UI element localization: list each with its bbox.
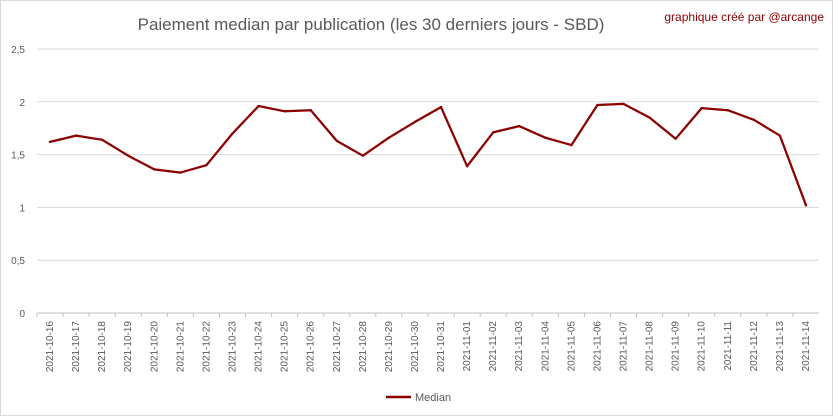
x-tick-label: 2021-10-18 [97,321,108,373]
x-tick-label: 2021-10-28 [358,321,369,373]
data-point [127,154,130,157]
data-point [491,131,495,134]
data-point [361,154,365,157]
x-tick-label: 2021-10-20 [149,321,160,373]
x-tick-label: 2021-11-04 [540,321,551,372]
x-tick-label: 2021-10-25 [280,321,291,373]
x-tick-label: 2021-10-22 [201,321,212,373]
y-tick-label: 0 [19,309,25,320]
data-point [74,134,78,137]
x-tick-label: 2021-10-16 [45,321,56,373]
x-tick-label: 2021-11-03 [514,321,525,372]
data-point [622,102,625,106]
x-tick-label: 2021-11-09 [671,321,682,372]
y-tick-label: 2,5 [11,45,25,56]
x-tick-label: 2021-11-02 [488,321,499,372]
x-tick-label: 2021-10-23 [228,321,239,373]
x-tick-label: 2021-10-30 [410,321,421,373]
x-tick-label: 2021-11-13 [775,321,786,372]
data-point [700,106,703,110]
data-point [596,103,599,107]
data-point [465,165,469,168]
series-line-median [48,102,808,207]
x-tick-label: 2021-11-01 [462,321,473,372]
x-axis: 2021-10-16 2021-10-17 2021-10-18 2021-10-19… [36,313,812,373]
data-point [48,140,52,144]
data-point [153,168,156,171]
x-tick-label: 2021-11-11 [723,321,734,371]
data-point [309,109,312,112]
x-tick-label: 2021-11-07 [619,321,630,372]
y-tick-label: 1,5 [11,151,25,162]
x-tick-label: 2021-10-29 [384,321,395,373]
legend-label-median: Median [415,392,451,404]
y-tick-label: 0,5 [11,256,25,267]
y-axis: 0 0,5 1 1,5 2 2,5 [11,45,25,320]
data-point [413,120,417,124]
data-point [335,139,338,143]
y-tick-label: 1 [19,203,25,214]
x-tick-label: 2021-11-14 [801,321,812,372]
y-tick-label: 2 [19,98,25,109]
data-point [726,109,729,112]
x-tick-label: 2021-10-21 [175,321,186,373]
x-tick-label: 2021-11-06 [592,321,603,372]
x-tick-label: 2021-10-31 [436,321,447,373]
data-point [544,136,547,139]
data-point [518,124,521,128]
x-tick-label: 2021-11-08 [645,321,656,372]
data-point [674,137,677,140]
data-point [100,138,104,142]
data-point [283,110,286,113]
chart-credit: graphique créé par @arcange [664,10,824,24]
gridlines [37,48,819,314]
data-point [257,104,260,108]
x-tick-label: 2021-10-27 [332,321,343,373]
data-point [752,118,756,121]
x-tick-label: 2021-11-10 [697,321,708,372]
data-point [205,163,208,167]
data-point [179,171,182,174]
x-tick-label: 2021-11-12 [749,321,760,372]
chart-title: Paiement median par publication (les 30 … [138,15,605,34]
data-point [648,116,651,119]
x-tick-label: 2021-10-26 [306,321,317,373]
data-point [778,134,782,137]
data-point [570,143,573,147]
data-point [439,105,443,109]
series-layer [48,102,808,207]
data-point [387,136,391,139]
x-tick-label: 2021-11-05 [566,321,577,372]
data-point [231,132,234,135]
x-tick-label: 2021-10-17 [71,321,82,373]
x-tick-label: 2021-10-19 [123,321,134,373]
data-point [804,204,808,207]
x-tick-label: 2021-10-24 [254,321,265,373]
legend: Median [386,392,451,404]
